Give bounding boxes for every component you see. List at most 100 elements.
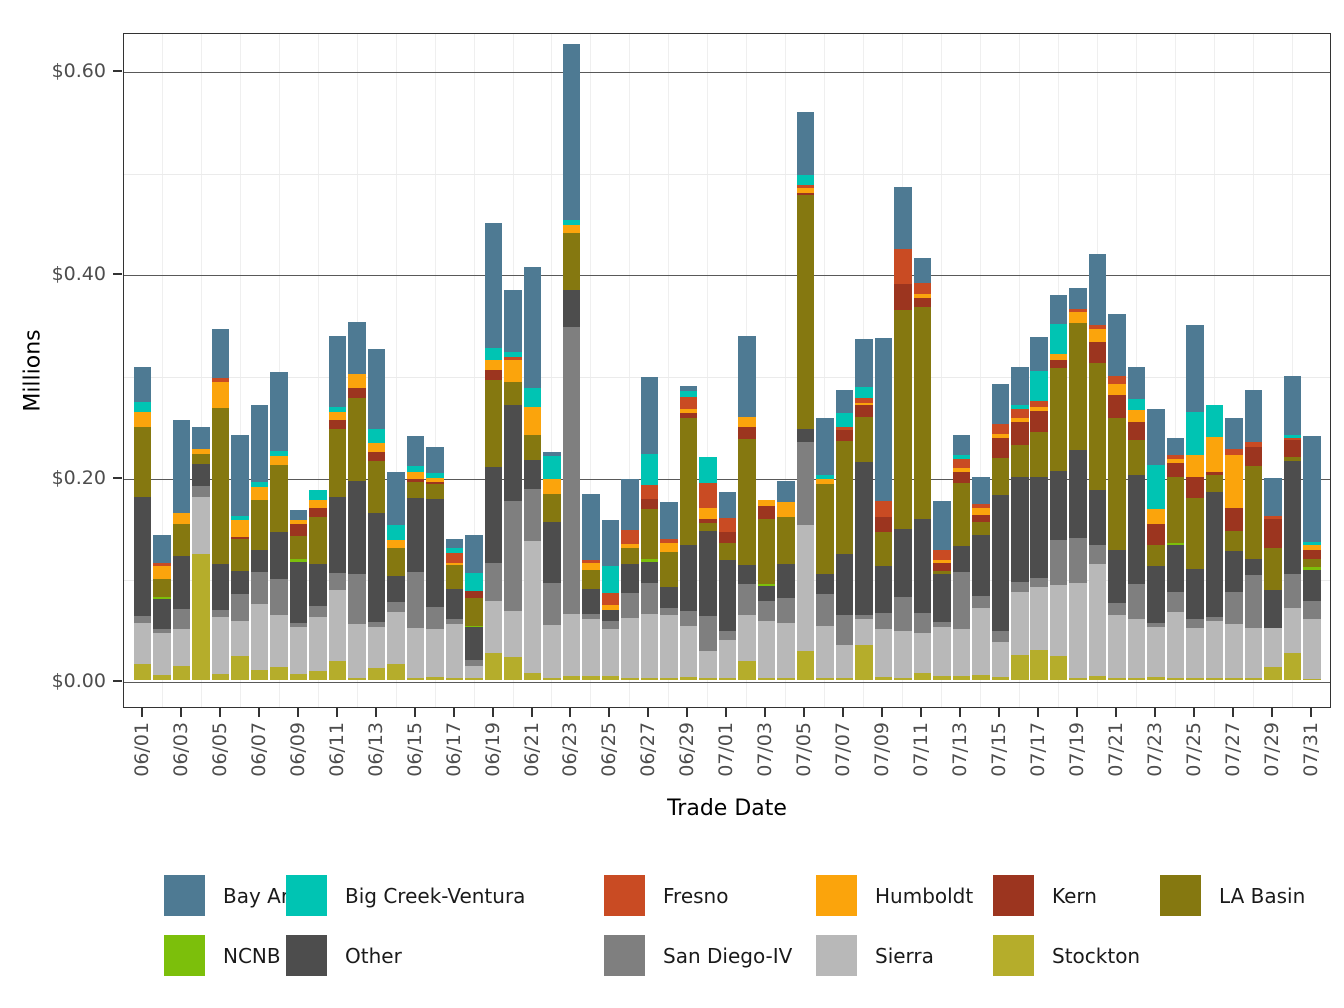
x-tick-mark xyxy=(959,708,962,717)
bar-segment-bay-area xyxy=(1069,287,1087,309)
bar-segment-san-diego-iv xyxy=(777,597,795,624)
bar-segment-kern xyxy=(1186,476,1204,498)
gridline-minor xyxy=(124,173,1330,175)
gridline-major xyxy=(124,71,1330,73)
bar-segment-san-diego-iv xyxy=(621,592,639,618)
bar-segment-other xyxy=(406,497,425,573)
bar-segment-stockton xyxy=(543,677,561,680)
bar-segment-sierra xyxy=(387,611,405,664)
bar-segment-san-diego-iv xyxy=(660,607,678,615)
legend-key xyxy=(286,875,327,916)
legend-item-kern: Kern xyxy=(993,875,1097,916)
gridline-vertical xyxy=(317,34,319,707)
gridline-vertical xyxy=(434,34,436,707)
bar-segment-other xyxy=(972,534,990,596)
stacked-bar xyxy=(328,336,347,680)
bar-segment-sierra xyxy=(484,600,503,653)
bar-segment-stockton xyxy=(270,666,288,680)
bar-segment-san-diego-iv xyxy=(445,619,464,625)
legend-label: Sierra xyxy=(875,943,934,968)
bar-segment-sierra xyxy=(133,623,152,664)
bar-segment-stockton xyxy=(153,674,171,680)
bar-segment-other xyxy=(426,499,444,607)
bar-segment-big-creek-ventura xyxy=(679,391,698,398)
bar-segment-other xyxy=(816,574,834,594)
bar-segment-other xyxy=(1088,489,1107,545)
bar-segment-la-basin xyxy=(913,306,932,520)
bar-segment-stockton xyxy=(1108,677,1126,680)
bar-segment-big-creek-ventura xyxy=(816,474,834,479)
bar-segment-la-basin xyxy=(991,458,1009,495)
bar-segment-fresno xyxy=(913,283,932,294)
bar-segment-stockton xyxy=(699,677,717,680)
bar-segment-kern xyxy=(1030,410,1048,432)
bar-segment-other xyxy=(367,513,386,623)
bar-segment-bay-area xyxy=(816,417,834,475)
bar-segment-bay-area xyxy=(270,371,288,452)
bar-segment-big-creek-ventura xyxy=(1127,399,1146,410)
bar-segment-bay-area xyxy=(777,480,795,503)
bar-segment-other xyxy=(484,467,503,564)
x-tick-mark xyxy=(764,708,767,717)
bar-segment-fresno xyxy=(1030,401,1048,407)
bar-segment-la-basin xyxy=(894,309,912,529)
bar-segment-humboldt xyxy=(406,471,425,479)
bar-segment-humboldt xyxy=(913,293,932,298)
x-tick-label: 07/13 xyxy=(949,722,972,777)
bar-segment-humboldt xyxy=(1166,459,1185,464)
bar-segment-humboldt xyxy=(621,543,639,548)
bar-segment-la-basin xyxy=(504,382,522,406)
bar-segment-sierra xyxy=(835,645,854,678)
x-tick-label: 06/07 xyxy=(247,722,270,777)
gridline-vertical xyxy=(980,34,982,707)
bar-segment-bay-area xyxy=(231,434,249,517)
bar-segment-fresno xyxy=(1244,442,1263,448)
x-tick-label: 07/15 xyxy=(988,722,1011,777)
gridline-minor xyxy=(124,376,1330,378)
bar-segment-other xyxy=(1303,570,1321,601)
bar-segment-big-creek-ventura xyxy=(1049,324,1068,354)
stacked-bar xyxy=(1088,253,1107,680)
bar-segment-big-creek-ventura xyxy=(952,455,971,460)
stacked-bar xyxy=(250,405,269,680)
legend-item-big-creek-ventura: Big Creek-Ventura xyxy=(286,875,525,916)
bar-segment-sierra xyxy=(855,619,873,646)
stacked-bar xyxy=(855,339,873,680)
bar-segment-fresno xyxy=(991,423,1009,434)
bar-segment-humboldt xyxy=(582,563,600,571)
bar-segment-san-diego-iv xyxy=(1186,619,1204,629)
bar-segment-san-diego-iv xyxy=(933,622,951,628)
bar-segment-stockton xyxy=(250,669,269,680)
x-tick-mark xyxy=(1076,708,1079,717)
bar-segment-bay-area xyxy=(523,267,542,389)
bar-segment-kern xyxy=(991,438,1009,459)
bar-segment-big-creek-ventura xyxy=(835,412,854,427)
bar-segment-bay-area xyxy=(387,471,405,526)
gridline-vertical xyxy=(1292,34,1294,707)
bar-segment-bay-area xyxy=(328,336,347,407)
bar-segment-sierra xyxy=(1205,621,1224,678)
bar-segment-stockton xyxy=(952,675,971,680)
bar-segment-stockton xyxy=(1283,652,1302,680)
stacked-bar xyxy=(348,322,366,680)
stacked-bar xyxy=(484,223,503,680)
gridline-vertical xyxy=(1175,34,1177,707)
bar-segment-stockton xyxy=(816,677,834,680)
x-tick-label: 06/01 xyxy=(130,722,153,777)
gridline-major xyxy=(124,478,1330,480)
bar-segment-bay-area xyxy=(1030,337,1048,371)
x-tick-mark xyxy=(374,708,377,717)
gridline-vertical xyxy=(161,34,163,707)
legend-key xyxy=(993,875,1034,916)
bar-segment-bay-area xyxy=(348,322,366,374)
bar-segment-stockton xyxy=(562,675,581,680)
legend-item-la-basin: LA Basin xyxy=(1160,875,1305,916)
bar-segment-bay-area xyxy=(796,111,815,175)
bar-segment-humboldt xyxy=(289,520,308,525)
bar-segment-fresno xyxy=(679,397,698,409)
bar-segment-stockton xyxy=(738,660,756,680)
stacked-bar xyxy=(1147,408,1165,680)
bar-segment-kern xyxy=(1283,440,1302,458)
bar-segment-san-diego-iv xyxy=(1127,584,1146,619)
bar-segment-la-basin xyxy=(1030,431,1048,477)
